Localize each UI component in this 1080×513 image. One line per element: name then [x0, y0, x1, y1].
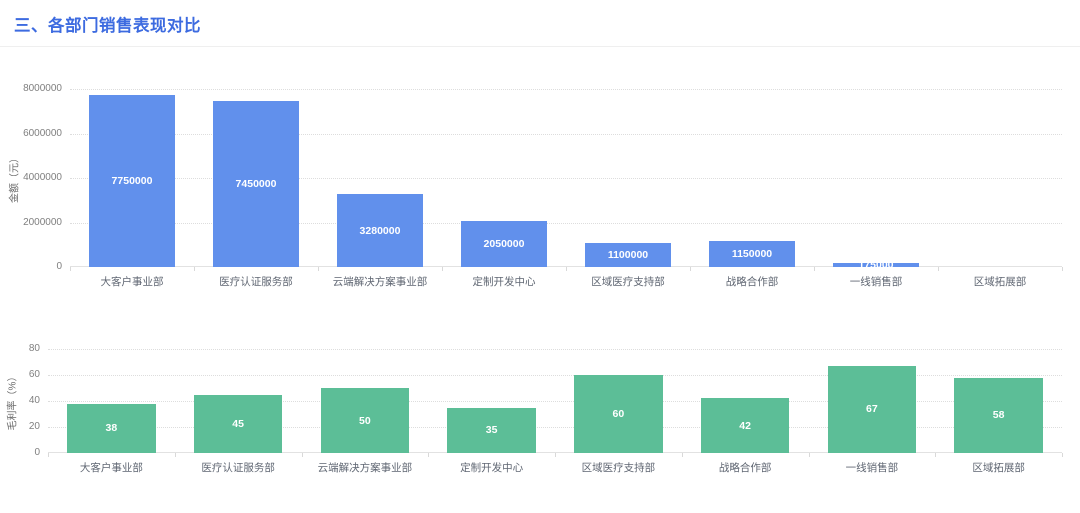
- x-axis-tick: [690, 267, 691, 271]
- bar[interactable]: 67: [827, 365, 917, 453]
- header-divider: [0, 46, 1080, 47]
- x-axis-category-label: 战略合作部: [718, 462, 772, 474]
- bar-value-label: 7750000: [111, 174, 153, 187]
- y-axis-title: 毛利率（%）: [7, 371, 19, 431]
- x-axis-category-label: 大客户事业部: [79, 462, 143, 474]
- x-axis-category-label: 区域拓展部: [972, 462, 1025, 474]
- bar[interactable]: 50: [320, 388, 410, 453]
- x-axis-tick: [442, 267, 443, 271]
- section-title: 三、各部门销售表现对比: [14, 17, 201, 35]
- x-axis-tick: [48, 453, 49, 457]
- bar-value-label: 1150000: [731, 248, 773, 261]
- y-axis-tick-label: 2000000: [23, 216, 62, 228]
- gridline: [48, 427, 1062, 428]
- bar-value-label: 7450000: [235, 178, 277, 191]
- bar[interactable]: 60: [574, 375, 663, 453]
- y-axis-tick-label: 0: [56, 261, 62, 272]
- bar-value-label: 45: [232, 417, 244, 430]
- bar[interactable]: 35: [447, 407, 536, 453]
- y-axis-tick-label: 8000000: [23, 83, 62, 94]
- bar-value-label: 38: [105, 422, 118, 435]
- x-axis-tick: [935, 453, 937, 457]
- x-axis-category-label: 医疗认证服务部: [201, 462, 275, 474]
- x-axis-category-label: 区域拓展部: [973, 276, 1027, 288]
- bar-value-label: 50: [359, 414, 371, 427]
- bar-value-label: 3280000: [359, 224, 401, 237]
- x-axis-category-label: 云端解决方案事业部: [317, 462, 413, 474]
- gridline: [48, 375, 1062, 376]
- bar[interactable]: 42: [700, 398, 790, 453]
- x-axis-tick: [814, 267, 815, 271]
- bar-value-label: 58: [992, 409, 1005, 422]
- x-axis-category-label: 区域医疗支持部: [581, 462, 656, 474]
- x-axis-category-label: 一线销售部: [849, 276, 903, 288]
- bar-value-label: 42: [739, 419, 751, 432]
- x-axis-tick: [1062, 267, 1063, 271]
- x-axis-tick: [1062, 453, 1063, 457]
- x-axis-category-label: 一线销售部: [845, 462, 899, 474]
- bar[interactable]: 7750000: [88, 94, 176, 267]
- bar[interactable]: 38: [67, 403, 156, 453]
- x-axis-tick: [555, 453, 556, 457]
- x-axis-tick: [70, 267, 71, 271]
- x-axis-tick: [174, 453, 176, 457]
- plot-area: [48, 349, 1062, 453]
- bar-value-label: 175000: [858, 259, 894, 272]
- y-axis-tick-label: 80: [28, 343, 40, 354]
- x-axis-category-label: 区域医疗支持部: [591, 276, 665, 288]
- bar-value-label: 35: [485, 424, 498, 437]
- x-axis-category-label: 云端解决方案事业部: [332, 276, 428, 288]
- bar-value-label: 60: [612, 408, 625, 420]
- x-axis-category-label: 医疗认证服务部: [219, 276, 293, 288]
- bar-value-label: 67: [866, 403, 878, 416]
- x-axis-tick: [318, 267, 319, 271]
- x-axis-tick: [681, 453, 683, 457]
- x-axis-category-label: 战略合作部: [725, 276, 779, 288]
- y-axis-tick-label: 60: [28, 369, 40, 380]
- gridline: [70, 133, 1062, 135]
- plot-area: [70, 89, 1062, 267]
- bar[interactable]: 175000: [832, 259, 920, 271]
- x-axis-tick: [428, 453, 430, 457]
- x-axis-category-label: 定制开发中心: [460, 462, 524, 474]
- y-axis-tick-label: 0: [34, 447, 40, 458]
- bar[interactable]: 2050000: [460, 221, 548, 267]
- gridline: [48, 401, 1062, 402]
- y-axis-tick-label: 20: [28, 421, 40, 432]
- bar[interactable]: 45: [193, 394, 283, 453]
- x-axis-tick: [938, 267, 939, 271]
- bar[interactable]: 1100000: [584, 242, 672, 267]
- gridline: [70, 89, 1062, 90]
- y-axis-tick-label: 4000000: [23, 172, 62, 183]
- bar[interactable]: 1150000: [708, 241, 796, 267]
- bar[interactable]: 3280000: [336, 194, 424, 267]
- x-axis-tick: [566, 267, 567, 271]
- bar-value-label: 2050000: [483, 238, 525, 251]
- gridline: [48, 349, 1062, 350]
- bar[interactable]: 58: [954, 377, 1043, 453]
- x-axis-category-label: 大客户事业部: [100, 276, 164, 288]
- x-axis-tick: [808, 453, 810, 457]
- x-axis-tick: [301, 453, 303, 457]
- x-axis-category-label: 定制开发中心: [472, 276, 536, 288]
- y-axis-tick-label: 6000000: [23, 127, 62, 139]
- bar-value-label: 1100000: [607, 248, 649, 261]
- bar[interactable]: 7450000: [212, 101, 300, 267]
- gridline: [70, 222, 1062, 224]
- y-axis-tick-label: 40: [28, 395, 40, 406]
- gridline: [70, 178, 1062, 179]
- x-axis-tick: [194, 267, 195, 271]
